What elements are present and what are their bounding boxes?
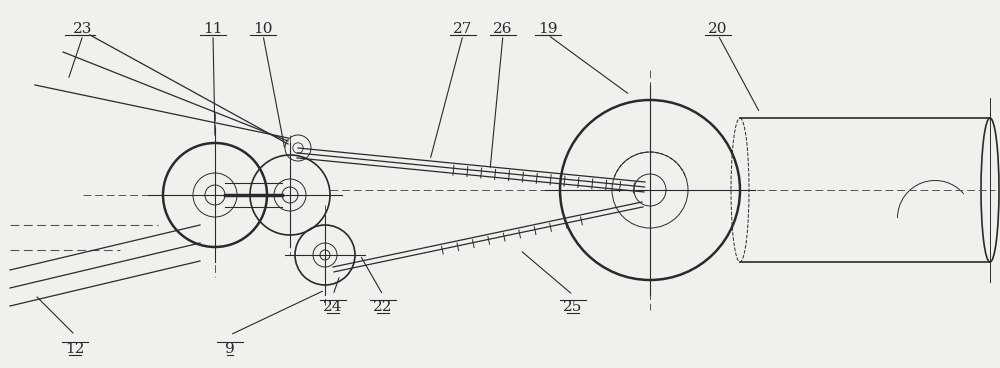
Text: 22: 22	[373, 300, 393, 314]
Text: 20: 20	[708, 22, 728, 36]
Text: 12: 12	[65, 342, 85, 356]
Text: 23: 23	[73, 22, 93, 36]
Text: 10: 10	[253, 22, 273, 36]
Text: 11: 11	[203, 22, 223, 36]
Text: 26: 26	[493, 22, 513, 36]
Text: 19: 19	[538, 22, 558, 36]
Text: 25: 25	[563, 300, 583, 314]
Text: 27: 27	[453, 22, 473, 36]
Text: 9: 9	[225, 342, 235, 356]
Text: 24: 24	[323, 300, 343, 314]
